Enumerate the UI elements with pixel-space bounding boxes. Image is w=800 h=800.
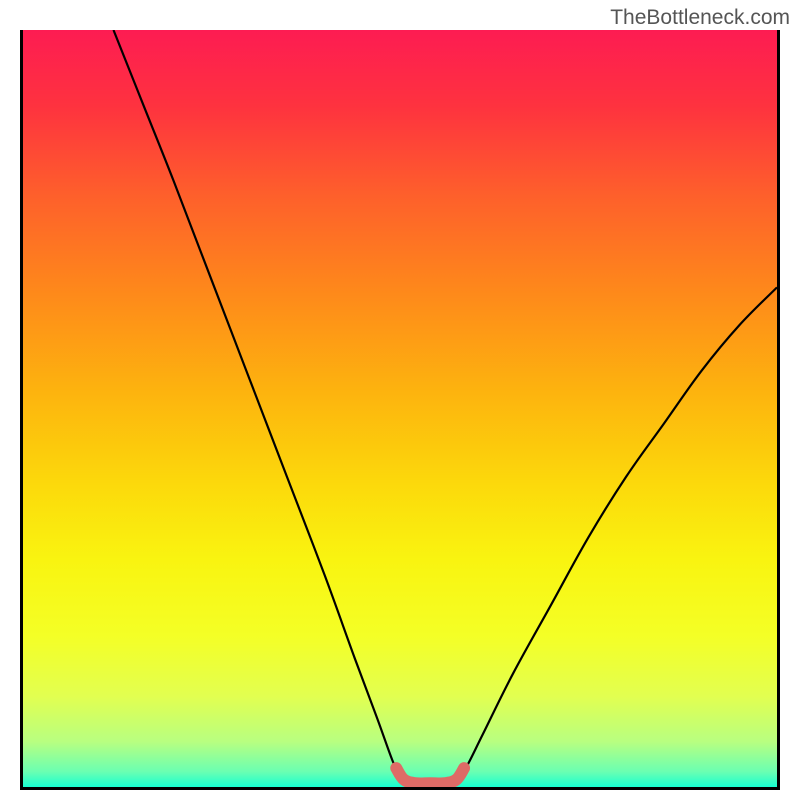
chart-plot-area [20,30,780,790]
chart-svg [23,30,777,787]
chart-container: TheBottleneck.com [0,0,800,800]
chart-background [23,30,777,787]
watermark-text: TheBottleneck.com [610,6,790,30]
